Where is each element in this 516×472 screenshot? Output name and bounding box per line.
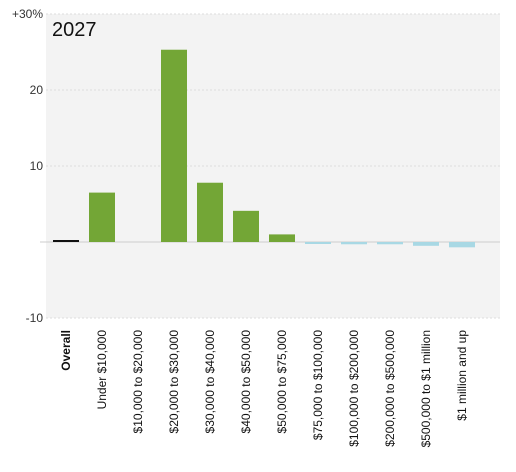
x-category-label: Under $10,000 [95, 330, 109, 410]
plot-background [46, 14, 500, 318]
bar-3 [161, 49, 187, 242]
x-category-label: $30,000 to $40,000 [203, 330, 217, 434]
bar-8 [341, 242, 367, 245]
bar-11 [449, 242, 475, 248]
bar-10 [413, 242, 439, 246]
bars [53, 49, 475, 248]
bar-4 [197, 182, 223, 242]
x-category-label: $75,000 to $100,000 [311, 330, 325, 440]
x-category-label: $200,000 to $500,000 [383, 330, 397, 447]
y-tick-label: 10 [30, 159, 44, 173]
x-category-label: $50,000 to $75,000 [275, 330, 289, 434]
x-category-label: Overall [59, 330, 73, 371]
x-category-label: $1 million and up [455, 330, 469, 421]
bar-6 [269, 234, 295, 242]
chart-title: 2027 [52, 19, 97, 41]
x-axis-category-labels: Overall Under $10,000 $10,000 to $20,000 $2… [59, 330, 469, 448]
bar-0 [53, 240, 79, 242]
y-tick-label: +30% [12, 7, 43, 21]
y-tick-label: -10 [26, 311, 44, 325]
x-category-label: $100,000 to $200,000 [347, 330, 361, 447]
y-tick-label: 20 [30, 83, 44, 97]
bar-9 [377, 242, 403, 245]
x-category-label: $20,000 to $30,000 [167, 330, 181, 434]
y-axis-ticks: -10 10 20 +30% [12, 7, 43, 325]
bar-7 [305, 242, 331, 244]
bar-1 [89, 192, 115, 242]
bar-5 [233, 210, 259, 242]
x-category-label: $10,000 to $20,000 [131, 330, 145, 434]
x-category-label: $40,000 to $50,000 [239, 330, 253, 434]
x-category-label: $500,000 to $1 million [419, 330, 433, 447]
